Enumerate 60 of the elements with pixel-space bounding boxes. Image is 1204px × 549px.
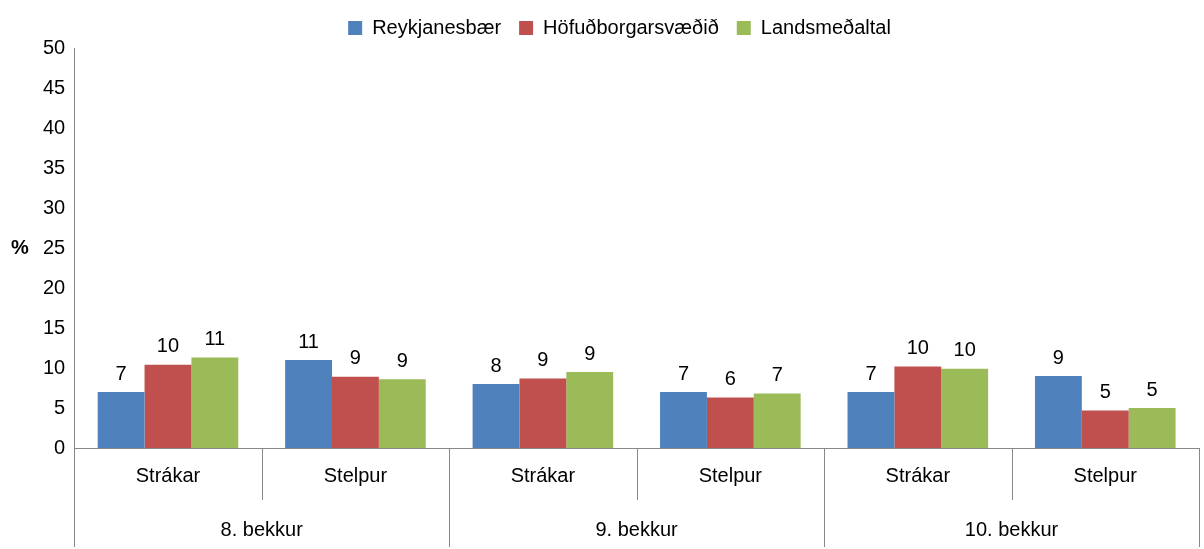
bar <box>566 372 614 448</box>
bar <box>472 384 520 448</box>
data-label: 9 <box>584 341 596 364</box>
text: 9. bekkur <box>595 517 679 540</box>
data-label: 5 <box>1146 377 1158 400</box>
bar <box>519 378 567 448</box>
text: 10. bekkur <box>964 517 1059 540</box>
y-tick-label: 15 <box>43 315 66 338</box>
x-tick-label: Strákar <box>510 463 576 486</box>
bar <box>941 368 989 448</box>
y-tick-label: 40 <box>43 115 66 138</box>
bar <box>191 357 239 448</box>
y-tick-label: 25 <box>43 235 66 258</box>
data-label: 6 <box>724 367 736 390</box>
y-tick-label: 20 <box>43 275 66 298</box>
legend-label: Reykjanesbær <box>372 15 502 38</box>
x-tick-label: Stelpur <box>698 463 763 486</box>
bar <box>706 397 754 448</box>
bar <box>332 376 379 448</box>
bar <box>847 392 895 448</box>
data-label: 11 <box>204 327 226 350</box>
bar <box>660 392 707 448</box>
data-label: 7 <box>115 361 127 384</box>
bar <box>285 360 332 448</box>
data-label: 9 <box>396 348 408 371</box>
data-label: 9 <box>349 346 361 369</box>
y-tick-label: 10 <box>43 355 66 378</box>
data-label: 10 <box>953 338 976 361</box>
data-label: 5 <box>1099 379 1111 402</box>
bar <box>1034 376 1082 448</box>
y-tick-label: 50 <box>43 35 66 58</box>
y-tick-label: 45 <box>43 75 66 98</box>
legend-label: Höfuðborgarsvæðið <box>543 15 719 38</box>
y-tick-label: 0 <box>54 435 66 458</box>
data-label: 7 <box>677 361 690 384</box>
x-tick-label: Stelpur <box>323 463 388 486</box>
data-label: 7 <box>771 363 783 386</box>
y-tick-label: 35 <box>43 155 66 178</box>
y-tick-label: 5 <box>54 395 66 418</box>
bar <box>144 364 192 448</box>
y-axis-title: % <box>11 235 30 258</box>
data-label: 9 <box>1052 345 1064 368</box>
bar <box>1081 410 1129 448</box>
data-label: 10 <box>906 335 929 358</box>
legend-label: Landsmeðaltal <box>760 15 891 38</box>
data-label: 7 <box>865 361 877 384</box>
bar <box>378 379 426 448</box>
x-tick-label: Stelpur <box>1073 463 1138 486</box>
data-label: 9 <box>537 347 549 370</box>
bar <box>894 366 942 448</box>
data-label: 8 <box>490 353 502 376</box>
x-tick-label: Strákar <box>135 463 201 486</box>
bar <box>97 392 145 448</box>
bar <box>753 393 801 448</box>
data-label: 11 <box>298 329 319 352</box>
x-tick-label: Strákar <box>885 463 951 486</box>
text: 8. bekkur <box>220 517 304 540</box>
bar <box>1128 408 1176 448</box>
y-tick-label: 30 <box>43 195 66 218</box>
data-label: 10 <box>156 334 180 357</box>
